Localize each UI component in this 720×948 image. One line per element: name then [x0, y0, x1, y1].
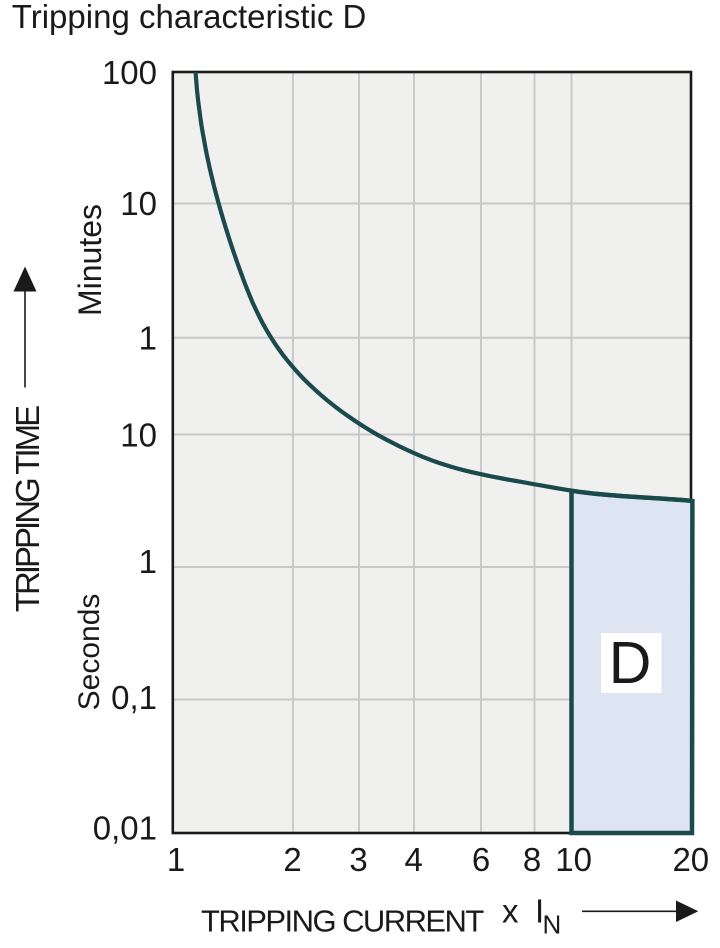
- svg-text:D: D: [609, 630, 652, 696]
- svg-text:I: I: [535, 893, 544, 930]
- svg-text:Tripping characteristic D: Tripping characteristic D: [12, 0, 367, 35]
- svg-text:0,1: 0,1: [111, 679, 157, 716]
- svg-text:1: 1: [167, 841, 185, 878]
- svg-text:10: 10: [555, 841, 592, 878]
- svg-text:10: 10: [120, 185, 157, 222]
- svg-text:1: 1: [139, 543, 157, 580]
- svg-text:4: 4: [405, 841, 423, 878]
- svg-text:Minutes: Minutes: [72, 204, 108, 316]
- svg-text:8: 8: [523, 841, 541, 878]
- svg-text:100: 100: [102, 54, 157, 91]
- svg-text:N: N: [543, 910, 562, 940]
- svg-text:Seconds: Seconds: [73, 594, 106, 711]
- svg-text:TRIPPING CURRENT: TRIPPING CURRENT: [201, 904, 484, 939]
- svg-text:x: x: [502, 893, 519, 930]
- svg-text:2: 2: [283, 841, 301, 878]
- svg-text:1: 1: [139, 320, 157, 357]
- svg-text:0,01: 0,01: [93, 810, 157, 847]
- svg-text:TRIPPING TIME: TRIPPING TIME: [9, 406, 46, 612]
- svg-text:3: 3: [349, 841, 367, 878]
- svg-text:6: 6: [472, 841, 490, 878]
- svg-text:10: 10: [120, 416, 157, 453]
- svg-text:20: 20: [672, 841, 709, 878]
